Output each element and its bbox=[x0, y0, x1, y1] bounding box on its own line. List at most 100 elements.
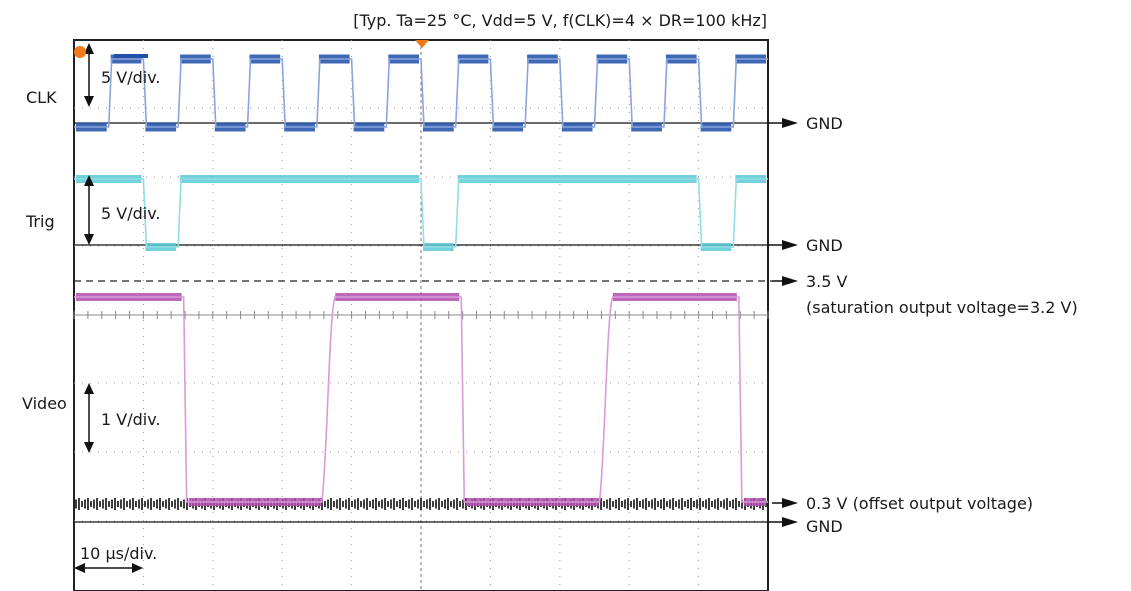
video-noise-tick bbox=[321, 498, 323, 510]
time-scale-arrow bbox=[74, 563, 143, 573]
video-noise-tick bbox=[633, 499, 635, 509]
right-annotations: GND GND 3.5 V (saturation output voltage… bbox=[768, 114, 1078, 536]
video-noise-tick bbox=[132, 498, 134, 510]
video-noise-tick bbox=[465, 498, 467, 510]
video-noise-tick bbox=[324, 501, 326, 507]
video-noise-tick bbox=[177, 498, 179, 510]
video-noise-tick bbox=[357, 498, 359, 510]
video-noise-tick bbox=[330, 498, 332, 510]
video-noise-tick bbox=[651, 499, 653, 509]
video-noise-tick bbox=[669, 499, 671, 509]
video-noise-tick bbox=[183, 499, 185, 509]
video-noise-tick bbox=[624, 499, 626, 509]
video-noise-tick bbox=[366, 498, 368, 510]
video-noise-tick bbox=[150, 498, 152, 510]
video-noise-tick bbox=[399, 499, 401, 509]
video-noise-tick bbox=[114, 498, 116, 510]
video-noise-tick bbox=[78, 498, 80, 510]
trigger-markers bbox=[74, 40, 429, 58]
video-noise-tick bbox=[690, 498, 692, 510]
video-noise-tick bbox=[138, 499, 140, 509]
clk-level-marker bbox=[114, 54, 148, 58]
video-noise-tick bbox=[111, 499, 113, 509]
channel-label-video: Video bbox=[22, 394, 67, 413]
trig-gnd-arrow bbox=[768, 240, 798, 250]
video-noise-tick bbox=[333, 501, 335, 507]
video-noise-tick bbox=[408, 499, 410, 509]
video-noise-tick bbox=[435, 499, 437, 509]
video-noise-tick bbox=[600, 498, 602, 510]
video-noise-tick bbox=[666, 501, 668, 507]
video-noise-tick bbox=[168, 498, 170, 510]
video-noise-tick bbox=[681, 498, 683, 510]
video-noise-tick bbox=[417, 499, 419, 509]
video-noise-tick bbox=[606, 499, 608, 509]
video-noise-tick bbox=[147, 499, 149, 509]
video-noise-tick bbox=[375, 498, 377, 510]
video-noise-tick bbox=[117, 501, 119, 507]
video-noise-tick bbox=[645, 498, 647, 510]
trig-scale-label: 5 V/div. bbox=[101, 204, 161, 223]
video-noise-tick bbox=[615, 499, 617, 509]
video-noise-tick bbox=[393, 498, 395, 510]
video-noise-tick bbox=[729, 501, 731, 507]
video-noise-tick bbox=[129, 499, 131, 509]
video-noise-tick bbox=[141, 498, 143, 510]
video-noise-tick bbox=[699, 498, 701, 510]
clk-gnd-arrow bbox=[768, 118, 798, 128]
video-gnd-label: GND bbox=[806, 517, 843, 536]
video-noise-tick bbox=[735, 498, 737, 510]
video-noise-tick bbox=[387, 501, 389, 507]
video-noise-tick bbox=[693, 501, 695, 507]
video-noise-tick bbox=[429, 498, 431, 510]
clk-scale-arrow bbox=[84, 43, 94, 107]
video-noise-tick bbox=[639, 501, 641, 507]
video-noise-tick bbox=[363, 499, 365, 509]
video-noise-tick bbox=[165, 499, 167, 509]
video-noise-tick bbox=[462, 499, 464, 509]
video-noise-tick bbox=[348, 498, 350, 510]
clk-trace bbox=[74, 58, 768, 128]
video-noise-tick bbox=[708, 498, 710, 510]
video-noise-tick bbox=[372, 499, 374, 509]
video-noise-tick bbox=[723, 499, 725, 509]
grid bbox=[73, 40, 772, 591]
video-gnd-arrow bbox=[768, 517, 798, 527]
video-noise-tick bbox=[456, 498, 458, 510]
video-noise-tick bbox=[126, 501, 128, 507]
video-scale-label: 1 V/div. bbox=[101, 410, 161, 429]
video-noise-tick bbox=[162, 501, 164, 507]
video-noise-tick bbox=[354, 499, 356, 509]
channel-label-clk: CLK bbox=[26, 88, 57, 107]
offset-level-label: 0.3 V (offset output voltage) bbox=[806, 494, 1033, 513]
video-noise-tick bbox=[630, 501, 632, 507]
video-noise-tick bbox=[621, 501, 623, 507]
video-noise-tick bbox=[381, 499, 383, 509]
video-noise-tick bbox=[459, 501, 461, 507]
video-noise-tick bbox=[447, 498, 449, 510]
video-noise-tick bbox=[420, 498, 422, 510]
video-scale-arrow bbox=[84, 383, 94, 453]
video-noise-tick bbox=[654, 498, 656, 510]
video-noise-tick bbox=[657, 501, 659, 507]
trig-trace bbox=[74, 178, 768, 248]
video-noise-tick bbox=[174, 499, 176, 509]
video-noise-tick bbox=[636, 498, 638, 510]
video-noise-tick bbox=[642, 499, 644, 509]
video-noise-tick bbox=[438, 498, 440, 510]
video-noise-tick bbox=[741, 499, 743, 509]
video-noise-tick bbox=[93, 499, 95, 509]
video-noise-tick bbox=[432, 501, 434, 507]
time-scale-label: 10 μs/div. bbox=[80, 544, 157, 563]
video-noise-tick bbox=[414, 501, 416, 507]
plot-area bbox=[73, 39, 772, 591]
video-noise-tick bbox=[81, 501, 83, 507]
video-noise-tick bbox=[186, 498, 188, 510]
video-noise-tick bbox=[696, 499, 698, 509]
video-noise-tick bbox=[171, 501, 173, 507]
video-noise-tick bbox=[405, 501, 407, 507]
video-noise-tick bbox=[609, 498, 611, 510]
video-noise-tick bbox=[402, 498, 404, 510]
video-noise-tick bbox=[726, 498, 728, 510]
